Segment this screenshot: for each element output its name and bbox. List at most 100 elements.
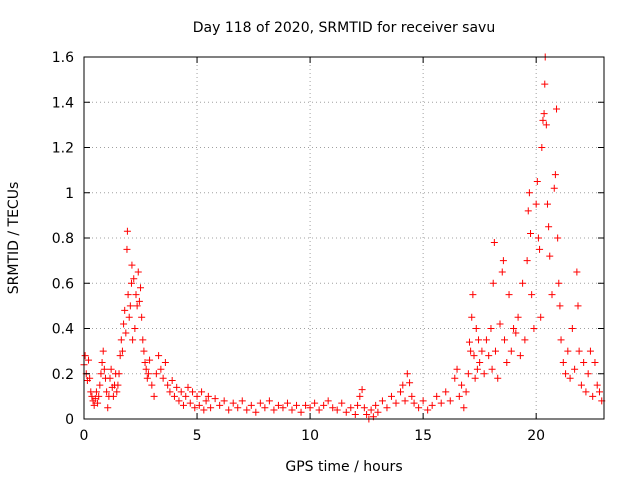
data-point [487,325,495,332]
data-point [476,358,484,366]
data-point [556,302,564,310]
data-point [216,401,224,409]
data-point [482,336,490,344]
y-tick-label: 1 [65,186,74,202]
data-point [189,388,197,396]
data-point [580,358,588,366]
data-point [584,370,592,378]
ticks-layer: 0 5 10 15 20 0 0.2 0.4 0.6 0.8 1 1.2 1.4 1.6 [52,50,604,444]
data-point [129,336,137,344]
data-point [527,229,535,237]
data-point [460,404,468,412]
data-point [175,397,183,405]
data-point [568,325,576,332]
data-point [545,223,553,231]
data-point [397,388,405,396]
data-point [555,279,563,287]
data-point [130,275,138,283]
data-point [455,392,463,400]
x-tick-label: 20 [527,428,545,444]
data-point [99,347,107,355]
data-point [533,177,541,185]
data-point [480,370,488,378]
data-point [220,397,228,405]
data-point [139,336,147,344]
data-point [433,392,441,400]
data-point [419,397,427,405]
data-point [554,234,562,242]
data-point [116,352,124,360]
data-point [125,313,133,321]
data-point [191,404,199,412]
x-tick-label: 15 [414,428,432,444]
data-point [528,291,536,299]
data-point [510,325,518,332]
y-axis-title: SRMTID / TECUs [6,182,22,295]
y-tick-label: 0.6 [52,276,74,292]
data-point [186,399,194,407]
data-point [265,397,273,405]
y-tick-label: 1.2 [52,141,74,157]
data-point [202,397,210,405]
data-point [333,406,341,414]
data-point [118,347,126,355]
data-point [120,320,128,328]
data-point [274,401,282,409]
data-point [374,408,382,416]
data-point [347,404,355,412]
data-point [540,110,548,118]
data-point [458,381,466,389]
data-point [586,347,594,355]
data-point [157,365,165,373]
data-point [490,239,498,247]
data-point [288,406,296,414]
data-point [261,404,269,412]
data-point [324,397,332,405]
grid-layer [84,57,604,419]
data-point [320,401,328,409]
data-point [132,291,140,299]
data-point [372,401,380,409]
data-point [553,105,561,113]
y-tick-label: 1.6 [52,50,74,66]
data-point [485,352,493,360]
data-point [170,392,178,400]
data-point [523,257,531,265]
data-point [159,374,167,382]
data-point [207,404,215,412]
y-tick-label: 1.4 [52,95,74,111]
data-point [354,401,362,409]
data-point [243,406,251,414]
data-point [179,401,187,409]
data-point [489,279,497,287]
data-point [155,352,163,360]
data-point [378,397,386,405]
data-point [122,329,130,337]
data-point [342,408,350,416]
data-point [177,388,185,396]
data-point [537,313,545,321]
data-point [338,399,346,407]
data-point [524,207,532,215]
data-point [392,399,400,407]
data-point [499,257,507,265]
data-point [113,388,121,396]
data-point [142,365,150,373]
data-point [124,291,132,299]
data-point [98,358,106,366]
points-layer [80,53,606,423]
data-point [166,388,174,396]
data-point [283,399,291,407]
data-point [501,336,509,344]
data-point [437,399,445,407]
data-point [543,200,551,208]
data-point [534,234,542,242]
x-axis-title: GPS time / hours [285,459,402,475]
data-point [152,370,160,378]
data-point [468,313,476,321]
data-point [94,399,102,407]
data-point [225,406,233,414]
data-point [270,406,278,414]
data-point [311,399,319,407]
